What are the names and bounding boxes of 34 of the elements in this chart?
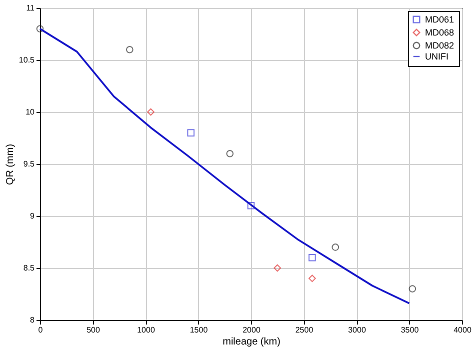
point xyxy=(147,108,154,116)
legend-label: MD068 xyxy=(425,28,454,38)
point xyxy=(308,254,316,262)
x-tick-label: 3500 xyxy=(400,326,420,334)
x-tick-label: 2500 xyxy=(295,326,314,334)
x-tick-label: 500 xyxy=(86,326,100,334)
y-tick-label: 10 xyxy=(26,108,36,116)
line-series xyxy=(39,28,410,304)
point xyxy=(247,202,255,210)
point xyxy=(308,274,316,282)
y-tick-label: 9 xyxy=(30,212,36,220)
y-tick-label: 8 xyxy=(30,316,36,324)
y-tick-label: 9.5 xyxy=(23,160,36,168)
x-tick-label: 4000 xyxy=(454,326,472,334)
x-tick-label: 1500 xyxy=(190,326,208,334)
point xyxy=(36,25,44,32)
point xyxy=(332,244,340,251)
y-tick-label: 8.5 xyxy=(23,264,36,272)
x-tick-label: 0 xyxy=(38,326,44,334)
point xyxy=(408,285,416,292)
point xyxy=(274,264,282,272)
legend-label: MD082 xyxy=(425,40,454,50)
y-tick-label: 10.5 xyxy=(18,56,36,64)
x-tick-label: 2000 xyxy=(242,326,261,334)
y-tick-label: 11 xyxy=(26,4,36,12)
y-axis-title: QR (mm) xyxy=(4,144,16,186)
legend-label: UNIFI xyxy=(425,52,448,62)
point xyxy=(187,129,195,136)
x-tick-label: 3000 xyxy=(348,326,366,334)
x-axis-title: mileage (km) xyxy=(222,336,280,348)
legend-label: MD061 xyxy=(425,14,454,24)
point xyxy=(126,46,134,54)
x-tick-label: 1000 xyxy=(137,326,156,334)
point xyxy=(226,150,234,158)
